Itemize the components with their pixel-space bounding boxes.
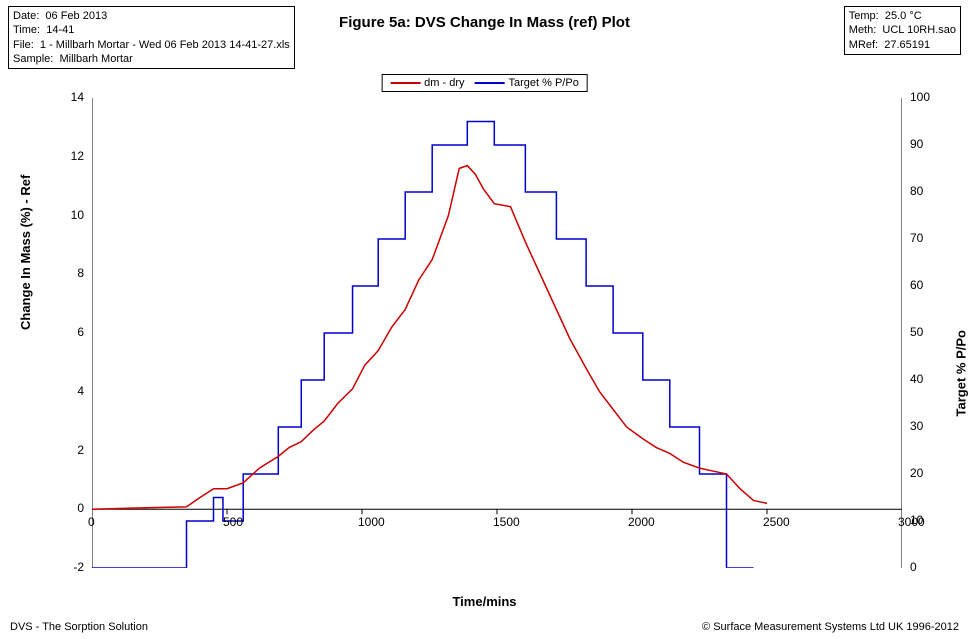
y-right-tick-label: 40 (910, 372, 923, 386)
chart-title: Figure 5a: DVS Change In Mass (ref) Plot (339, 14, 630, 31)
x-tick-label: 500 (223, 515, 243, 529)
y-axis-left-label: Change In Mass (%) - Ref (18, 175, 33, 330)
time-label: Time: (13, 24, 40, 36)
date-label: Date: (13, 10, 39, 22)
y-left-tick-label: 6 (77, 325, 84, 339)
y-right-tick-label: 100 (910, 90, 930, 104)
footer-left: DVS - The Sorption Solution (10, 621, 148, 633)
y-left-tick-label: -2 (73, 560, 84, 574)
x-tick-label: 1500 (493, 515, 520, 529)
time-value: 14-41 (46, 24, 74, 36)
sample-label: Sample: (13, 53, 53, 65)
footer-right: © Surface Measurement Systems Ltd UK 199… (702, 621, 959, 633)
y-right-tick-label: 30 (910, 419, 923, 433)
legend: dm - dry Target % P/Po (381, 74, 588, 92)
y-left-tick-label: 4 (77, 384, 84, 398)
legend-line-dm (390, 82, 420, 84)
legend-label-dm: dm - dry (424, 77, 464, 89)
y-right-tick-label: 90 (910, 137, 923, 151)
temp-label: Temp: (849, 10, 879, 22)
x-tick-label: 0 (88, 515, 95, 529)
meth-label: Meth: (849, 24, 877, 36)
legend-line-target (475, 82, 505, 84)
x-tick-label: 2000 (628, 515, 655, 529)
meth-value: UCL 10RH.sao (882, 24, 956, 36)
mref-label: MRef: (849, 39, 878, 51)
sample-value: Millbarh Mortar (59, 53, 132, 65)
y-left-tick-label: 0 (77, 501, 84, 515)
legend-item-target: Target % P/Po (475, 77, 579, 89)
y-left-tick-label: 14 (71, 90, 84, 104)
y-right-tick-label: 60 (910, 278, 923, 292)
metadata-box-left: Date: 06 Feb 2013 Time: 14-41 File: 1 - … (8, 6, 295, 69)
file-value: 1 - Millbarh Mortar - Wed 06 Feb 2013 14… (40, 39, 290, 51)
chart-plot-area (92, 98, 902, 568)
y-right-tick-label: 50 (910, 325, 923, 339)
legend-label-target: Target % P/Po (509, 77, 579, 89)
x-tick-label: 1000 (358, 515, 385, 529)
date-value: 06 Feb 2013 (45, 10, 107, 22)
y-right-tick-label: 20 (910, 466, 923, 480)
metadata-box-right: Temp: 25.0 °C Meth: UCL 10RH.sao MRef: 2… (844, 6, 961, 55)
y-left-tick-label: 8 (77, 266, 84, 280)
file-label: File: (13, 39, 34, 51)
temp-value: 25.0 °C (885, 10, 922, 22)
y-right-tick-label: 80 (910, 184, 923, 198)
x-tick-label: 3000 (898, 515, 925, 529)
y-left-tick-label: 10 (71, 208, 84, 222)
x-axis-label: Time/mins (452, 594, 516, 609)
y-left-tick-label: 2 (77, 443, 84, 457)
legend-item-dm: dm - dry (390, 77, 464, 89)
chart-svg (92, 98, 902, 568)
mref-value: 27.65191 (884, 39, 930, 51)
y-right-tick-label: 0 (910, 560, 917, 574)
y-right-tick-label: 70 (910, 231, 923, 245)
x-tick-label: 2500 (763, 515, 790, 529)
y-left-tick-label: 12 (71, 149, 84, 163)
y-axis-right-label: Target % P/Po (953, 330, 968, 416)
